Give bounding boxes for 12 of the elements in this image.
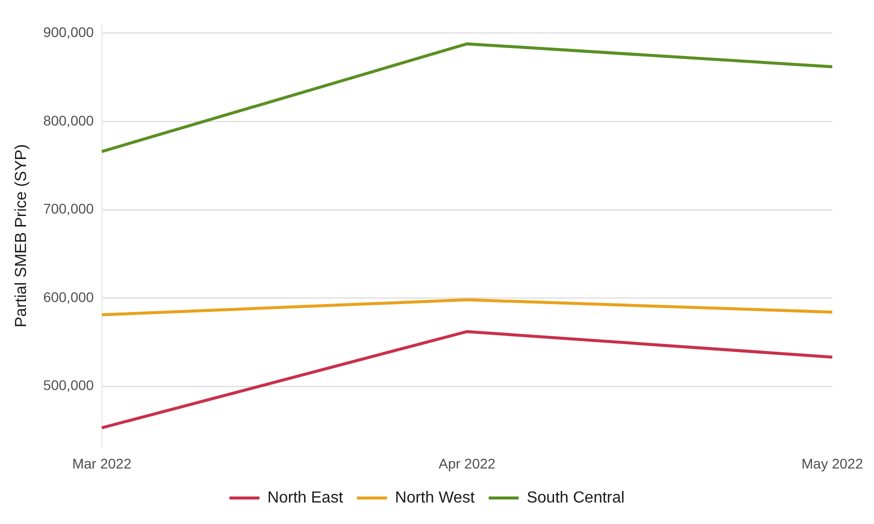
- legend-label: South Central: [526, 489, 625, 506]
- x-tick-label: Apr 2022: [438, 455, 496, 472]
- y-tick-label: 700,000: [43, 200, 94, 217]
- y-tick-label: 900,000: [43, 24, 94, 40]
- y-tick-label: 600,000: [43, 288, 94, 305]
- y-tick-label: 800,000: [43, 112, 94, 128]
- y-axis-title: Partial SMEB Price (SYP): [13, 144, 30, 328]
- x-tick-label: Mar 2022: [72, 455, 132, 472]
- legend-label: North West: [395, 489, 476, 506]
- y-tick-label: 500,000: [43, 377, 94, 394]
- x-tick-label: May 2022: [802, 455, 864, 472]
- legend-label: North East: [267, 489, 344, 506]
